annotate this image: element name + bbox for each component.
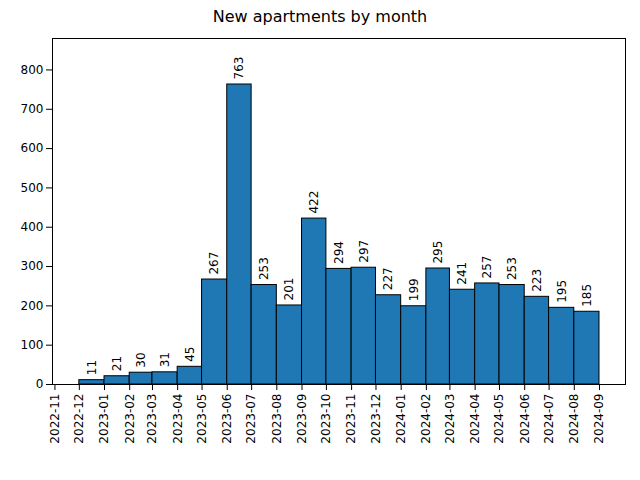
svg-text:800: 800 [21,63,44,77]
svg-text:700: 700 [21,102,44,116]
svg-text:2023-01: 2023-01 [97,394,111,444]
svg-text:2023-02: 2023-02 [123,394,137,444]
svg-text:2022-12: 2022-12 [72,394,86,444]
svg-text:2023-12: 2023-12 [369,394,383,444]
svg-text:227: 227 [381,267,395,290]
svg-text:2022-11: 2022-11 [48,394,62,444]
svg-text:2024-09: 2024-09 [592,394,606,444]
svg-text:2024-08: 2024-08 [567,394,581,444]
svg-text:2024-02: 2024-02 [419,394,433,444]
svg-text:294: 294 [332,241,346,264]
svg-text:241: 241 [455,262,469,285]
svg-text:500: 500 [21,181,44,195]
svg-text:223: 223 [530,269,544,292]
svg-text:201: 201 [282,278,296,301]
svg-text:297: 297 [357,240,371,263]
svg-text:199: 199 [407,278,421,301]
svg-text:100: 100 [21,338,44,352]
svg-text:2023-06: 2023-06 [220,394,234,444]
svg-text:2023-08: 2023-08 [270,394,284,444]
svg-text:11: 11 [85,360,99,375]
svg-text:2024-07: 2024-07 [542,394,556,444]
svg-text:0: 0 [36,377,44,391]
svg-text:2024-05: 2024-05 [492,394,506,444]
svg-text:295: 295 [431,241,445,264]
svg-text:200: 200 [21,299,44,313]
svg-text:2024-01: 2024-01 [394,394,408,444]
svg-text:2023-11: 2023-11 [344,394,358,444]
svg-text:2023-09: 2023-09 [295,394,309,444]
html-text:New apartments by month: New apartments by month [212,7,428,26]
svg-text:253: 253 [257,257,271,280]
svg-text:2024-04: 2024-04 [468,394,482,444]
svg-text:31: 31 [158,352,172,367]
svg-text:253: 253 [505,257,519,280]
svg-text:300: 300 [21,259,44,273]
svg-text:45: 45 [183,347,197,362]
svg-text:2023-04: 2023-04 [171,394,185,444]
svg-text:30: 30 [134,352,148,367]
svg-text:195: 195 [555,280,569,303]
svg-text:2024-06: 2024-06 [518,394,532,444]
svg-text:2023-03: 2023-03 [145,394,159,444]
svg-text:185: 185 [580,284,594,307]
svg-text:21: 21 [110,356,124,371]
svg-text:2023-05: 2023-05 [195,394,209,444]
svg-text:2023-07: 2023-07 [244,394,258,444]
svg-text:422: 422 [307,191,321,214]
svg-text:600: 600 [21,141,44,155]
svg-text:267: 267 [207,252,221,275]
svg-text:2024-03: 2024-03 [443,394,457,444]
svg-text:257: 257 [480,256,494,279]
svg-text:400: 400 [21,220,44,234]
svg-text:763: 763 [232,57,246,80]
svg-text:2023-10: 2023-10 [319,394,333,444]
